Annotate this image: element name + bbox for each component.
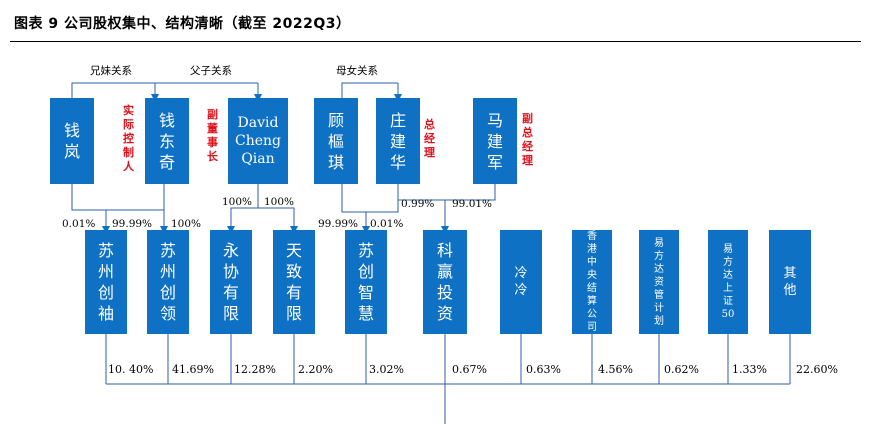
ma-to-keying-line — [445, 184, 496, 201]
edge-label: 99.99% — [318, 218, 359, 230]
dongqi-to-chuangxiu-line — [106, 184, 165, 211]
holding-pct: 0.63% — [526, 363, 561, 376]
shareholder-tianzhi: 天 致 有 限 — [273, 230, 315, 334]
shareholder-hkscc: 香 港 中 央 结 算 公 司 — [572, 230, 612, 334]
shareholder-name: 科 赢 投 资 — [436, 241, 453, 323]
shareholder-suzhou-chuangxiu: 苏 州 创 袖 — [85, 230, 127, 334]
role-label-david: 副 董 事 长 — [207, 108, 218, 163]
relation-label-mother-daughter: 母女关系 — [336, 65, 378, 77]
shareholder-others: 其 他 — [769, 230, 811, 334]
shareholder-efund-sse50: 易 方 达 上 证 50 — [708, 230, 748, 334]
holding-pct: 0.62% — [664, 363, 699, 376]
shareholder-name: 天 致 有 限 — [285, 241, 302, 323]
shareholder-efund-plan: 易 方 达 资 管 计 划 — [639, 230, 679, 334]
holder-name: David Cheng Qian — [235, 115, 281, 167]
holding-pct: 41.69% — [172, 363, 214, 376]
holder-ma: 马 建 军 — [473, 98, 517, 184]
edge-label: 0.01% — [62, 218, 96, 230]
holder-qian-lan: 钱 岚 — [50, 98, 94, 184]
holder-david-cheng-qian: David Cheng Qian — [228, 98, 288, 184]
edge-label: 0.01% — [370, 218, 404, 230]
shareholder-name: 冷 冷 — [514, 266, 528, 298]
edge-label: 99.99% — [112, 218, 153, 230]
holding-pct: 2.20% — [298, 363, 333, 376]
holding-pct: 10. 40% — [108, 363, 154, 376]
relation-label-father-son: 父子关系 — [190, 65, 232, 77]
shareholder-suzhou-chuangling: 苏 州 创 领 — [147, 230, 189, 334]
holder-qian-dongqi: 钱 东 奇 — [145, 98, 189, 184]
holding-pct: 1.33% — [732, 363, 767, 376]
figure-title: 图表 9 公司股权集中、结构清晰（截至 2022Q3） — [14, 16, 351, 32]
holder-zhuang: 庄 建 华 — [376, 98, 420, 184]
holder-name: 钱 岚 — [63, 121, 80, 161]
title-divider — [10, 41, 861, 42]
gu-to-chuangzhi-line — [341, 184, 370, 234]
shareholder-drop-lines — [105, 334, 791, 384]
shareholder-suchuang-zhihui: 苏 创 智 慧 — [345, 230, 387, 334]
shareholder-name: 永 协 有 限 — [222, 241, 239, 323]
lan-to-chuangxiu-line — [71, 184, 110, 234]
shareholder-name: 易 方 达 上 证 50 — [721, 244, 735, 320]
holding-pct: 3.02% — [369, 363, 404, 376]
zhuang-to-chuangzhi-line — [366, 184, 399, 213]
role-label-ma: 副 总 经 理 — [522, 112, 533, 167]
holding-pct: 4.56% — [598, 363, 633, 376]
edge-label: 0.99% — [401, 198, 435, 210]
shareholder-yongxie: 永 协 有 限 — [210, 230, 252, 334]
edge-label: 99.01% — [452, 198, 493, 210]
edge-label: 100% — [264, 196, 295, 208]
shareholder-name: 苏 州 创 领 — [159, 241, 176, 323]
holder-name: 顾 樞 琪 — [327, 110, 344, 172]
david-to-yongxie-line — [227, 184, 259, 234]
holder-name: 马 建 军 — [486, 110, 503, 172]
role-label-qian-dongqi: 实 际 控 制 人 — [123, 104, 134, 173]
holding-pct: 0.67% — [452, 363, 487, 376]
holder-name: 庄 建 华 — [389, 110, 406, 172]
shareholder-name: 易 方 达 资 管 计 划 — [654, 237, 664, 327]
shareholder-lengleng: 冷 冷 — [500, 230, 542, 334]
shareholder-name: 其 他 — [783, 266, 797, 298]
holder-name: 钱 东 奇 — [158, 110, 175, 172]
holding-pct: 12.28% — [234, 363, 276, 376]
mother-daughter-relation-line — [341, 82, 398, 98]
shareholder-name: 苏 州 创 袖 — [97, 241, 114, 323]
edge-label: 100% — [222, 196, 253, 208]
role-label-zhuang: 总 经 理 — [424, 118, 435, 159]
david-to-tianzhi-line — [258, 207, 298, 234]
holder-gu: 顾 樞 琪 — [314, 98, 358, 184]
sibling-relation-line — [71, 82, 155, 98]
shareholder-name: 香 港 中 央 结 算 公 司 — [587, 231, 597, 333]
edge-label: 100% — [171, 218, 202, 230]
relation-label-siblings: 兄妹关系 — [90, 65, 132, 77]
shareholder-keying: 科 赢 投 资 — [423, 230, 467, 334]
holding-pct: 22.60% — [796, 363, 838, 376]
shareholder-name: 苏 创 智 慧 — [357, 241, 374, 323]
